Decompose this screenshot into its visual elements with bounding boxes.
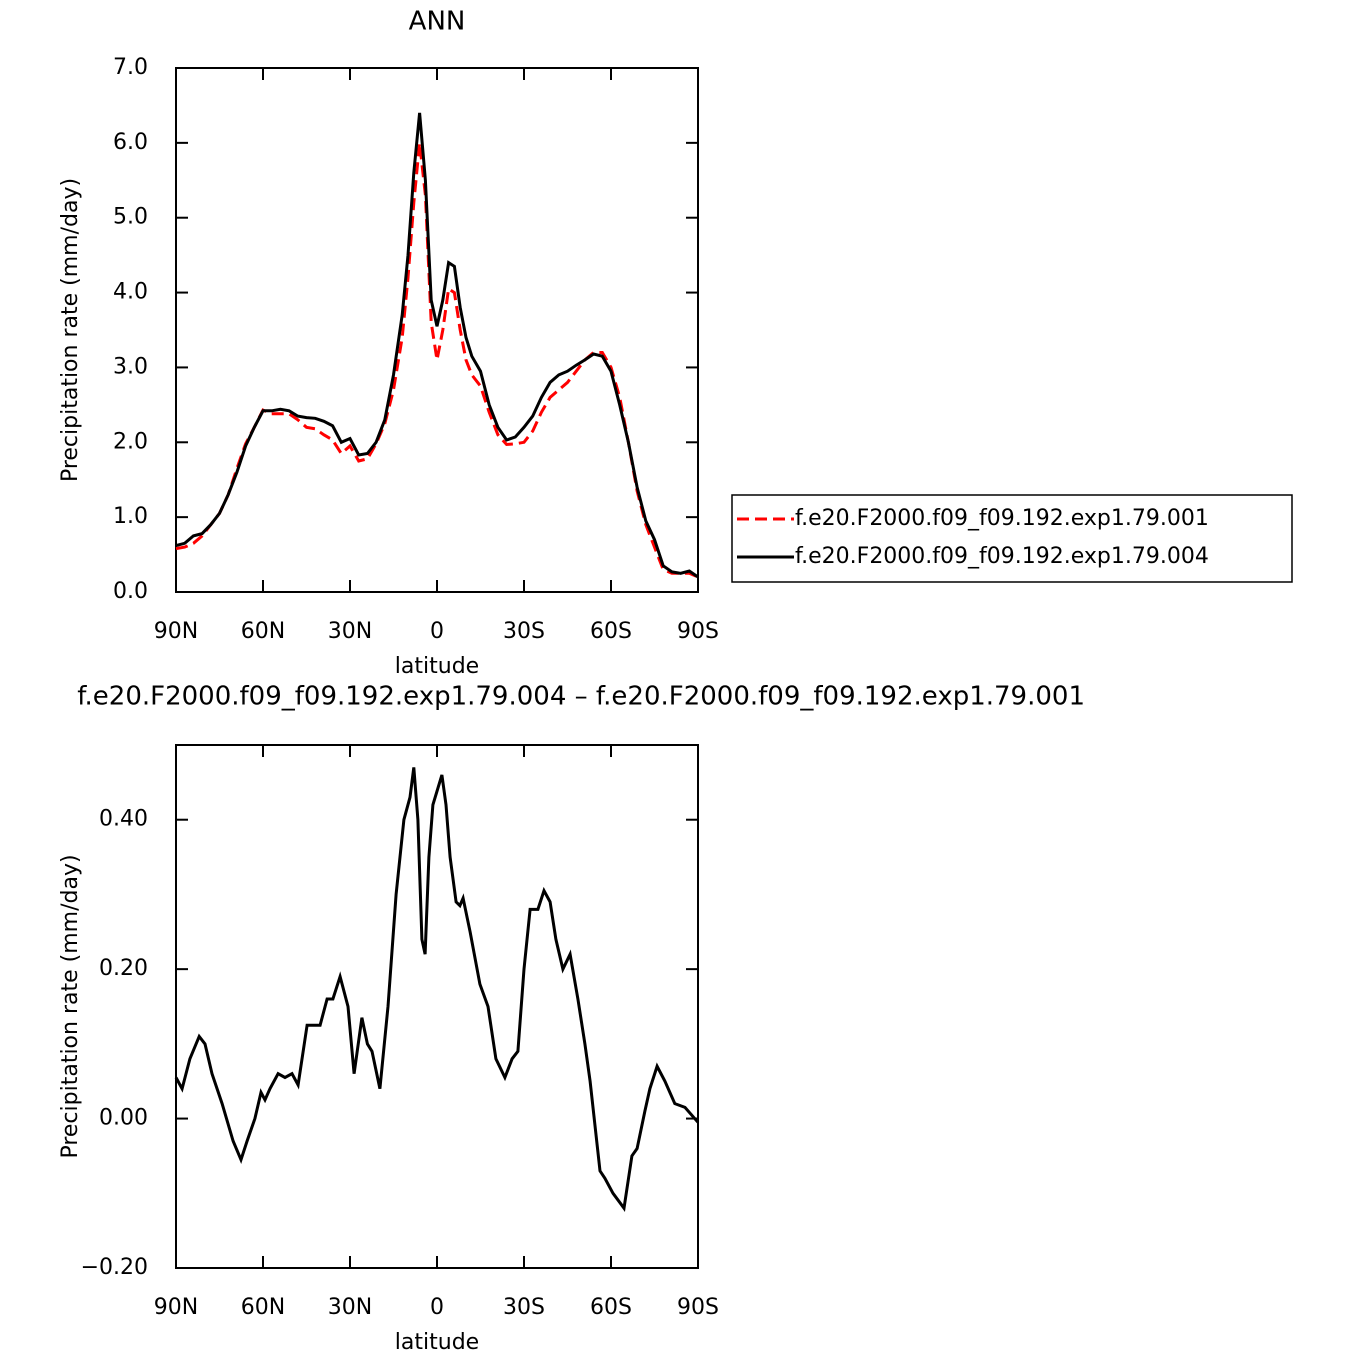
x-tick-label: 60N [241,1295,285,1320]
x-tick-label: 60S [590,619,632,644]
y-axis-label: Precipitation rate (mm/day) [58,178,83,482]
y-tick-label: 5.0 [113,205,148,230]
x-tick-label: 30S [503,619,545,644]
series-line [174,767,700,1213]
series-line [175,112,699,579]
x-tick-label: 90N [154,1295,198,1320]
legend-box [731,494,1293,583]
x-tick-label: 0 [430,1295,444,1320]
y-tick-label: 1.0 [113,504,148,529]
y-tick-label: 6.0 [113,130,148,155]
x-axis-label: latitude [395,654,479,679]
y-axis-label: Precipitation rate (mm/day) [58,854,83,1158]
x-tick-label: 90S [677,619,719,644]
plot-frame [175,67,699,593]
x-tick-label: 0 [430,619,444,644]
y-tick-label: 0.20 [99,956,148,981]
x-tick-label: 30N [328,1295,372,1320]
x-tick-label: 30S [503,1295,545,1320]
y-tick-label: 2.0 [113,429,148,454]
x-tick-label: 60N [241,619,285,644]
x-tick-label: 30N [328,619,372,644]
y-tick-label: 0.00 [99,1106,148,1131]
plot-frame [175,744,699,1269]
x-tick-label: 90S [677,1295,719,1320]
legend-label: f.e20.F2000.f09_f09.192.exp1.79.004 [795,544,1209,569]
y-tick-label: −0.20 [81,1255,148,1280]
y-tick-label: 0.40 [99,807,148,832]
y-tick-label: 4.0 [113,280,148,305]
y-tick-label: 0.0 [113,579,148,604]
series-line [175,142,699,579]
chart-title: ANN [409,7,466,37]
y-tick-label: 3.0 [113,354,148,379]
legend-label: f.e20.F2000.f09_f09.192.exp1.79.001 [795,506,1209,531]
x-tick-label: 90N [154,619,198,644]
x-tick-label: 60S [590,1295,632,1320]
chart-title: f.e20.F2000.f09_f09.192.exp1.79.004 – f.… [77,682,1085,712]
y-tick-label: 7.0 [113,55,148,80]
x-axis-label: latitude [395,1330,479,1355]
